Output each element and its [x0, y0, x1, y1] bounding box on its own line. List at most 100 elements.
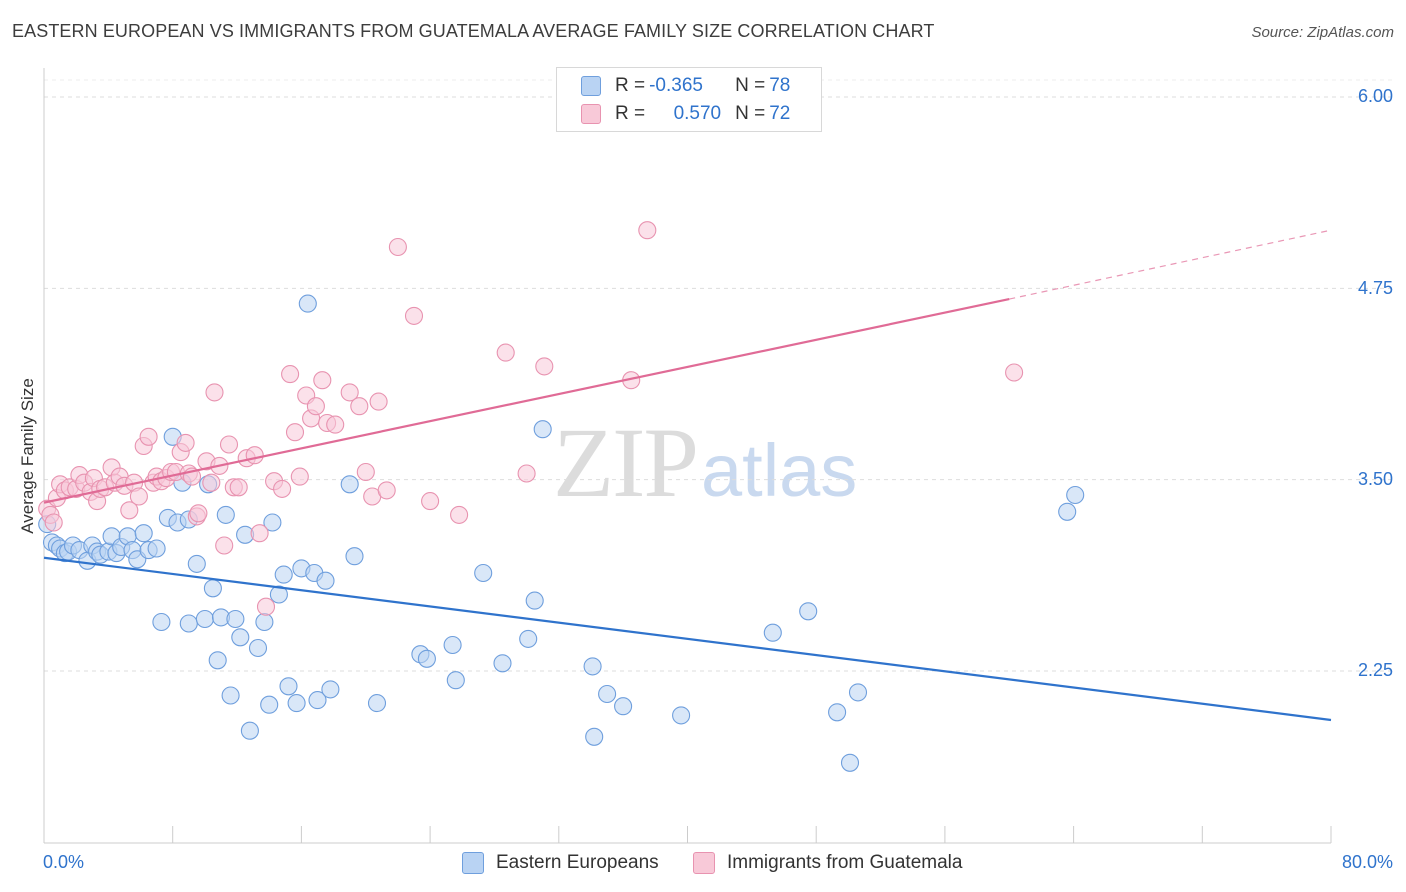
data-point	[598, 684, 617, 704]
trend-line-eastern-europeans	[43, 556, 1332, 722]
data-point	[308, 691, 327, 710]
data-point	[340, 383, 359, 402]
data-point	[450, 505, 469, 524]
data-point	[44, 513, 63, 532]
legend-swatch-blue	[581, 76, 601, 96]
trend-line-guatemala	[43, 297, 1010, 504]
data-point	[614, 697, 633, 716]
data-point	[279, 677, 298, 696]
data-point	[179, 614, 198, 633]
data-point	[321, 680, 340, 699]
legend-r-label: R =	[615, 103, 646, 124]
data-point	[446, 671, 465, 690]
data-point	[313, 371, 332, 390]
data-point	[356, 462, 375, 482]
y-tick-label: 6.00	[1357, 86, 1393, 106]
legend-row-blue: R = -0.365 N = 78	[581, 73, 790, 99]
data-point	[316, 571, 335, 590]
axes	[43, 68, 1332, 844]
data-point	[129, 487, 148, 506]
x-tick-label-min: 0.0%	[43, 852, 85, 872]
data-point	[248, 638, 268, 658]
data-point	[245, 446, 264, 465]
legend-item-eastern-europeans: Eastern Europeans	[462, 852, 659, 874]
data-point	[404, 306, 424, 325]
data-point	[533, 420, 552, 439]
legend-label: Immigrants from Guatemala	[727, 852, 963, 873]
data-point	[298, 294, 317, 313]
data-point	[326, 415, 345, 434]
data-point	[799, 602, 818, 621]
data-point	[369, 392, 388, 411]
data-point	[421, 492, 440, 511]
data-point	[517, 464, 536, 483]
data-point	[226, 609, 245, 629]
data-point	[1058, 502, 1077, 521]
data-point	[274, 565, 293, 584]
data-point	[120, 501, 139, 520]
data-point	[519, 629, 538, 648]
data-point	[1005, 363, 1024, 382]
series-legend: Eastern Europeans Immigrants from Guatem…	[0, 852, 1406, 876]
data-point	[221, 686, 240, 705]
data-point	[273, 479, 292, 498]
data-point	[139, 427, 158, 446]
data-point	[306, 397, 325, 416]
data-point	[287, 694, 306, 713]
y-axis-label: Average Family Size	[18, 378, 37, 534]
legend-n-value: 72	[769, 103, 791, 124]
y-tick-label: 2.25	[1357, 660, 1393, 680]
data-point	[263, 513, 282, 532]
data-point	[269, 585, 288, 604]
data-point	[231, 628, 250, 647]
data-point	[493, 654, 512, 673]
data-point	[443, 635, 462, 655]
data-point	[340, 475, 359, 494]
trend-line-guatemala-extension	[1009, 229, 1332, 300]
data-point	[205, 383, 224, 402]
y-tick-label: 3.50	[1357, 469, 1393, 489]
data-point	[840, 753, 860, 772]
data-point	[203, 579, 222, 598]
data-point	[350, 397, 369, 416]
correlation-legend: R = -0.365 N = 78 R = 0.570 N = 72	[556, 67, 822, 132]
trend-lines	[43, 229, 1332, 722]
data-point	[672, 706, 691, 725]
series-immigrants-guatemala	[38, 221, 1024, 616]
data-point	[585, 727, 604, 746]
data-point	[496, 343, 515, 362]
data-point	[187, 554, 206, 573]
series-eastern-europeans	[38, 294, 1085, 772]
data-point	[345, 547, 364, 566]
source-label: Source: ZipAtlas.com	[1251, 24, 1394, 41]
data-point	[134, 524, 153, 543]
legend-swatch-blue	[462, 852, 484, 874]
data-point	[583, 657, 602, 676]
data-point	[195, 609, 214, 629]
data-point	[638, 221, 657, 240]
data-point	[763, 623, 782, 642]
legend-r-value: -0.365	[649, 75, 703, 96]
x-tick-label-max: 80.0%	[1341, 852, 1393, 872]
data-point	[367, 694, 387, 713]
data-point	[215, 536, 234, 555]
data-point	[388, 237, 407, 257]
data-point	[202, 473, 221, 492]
legend-swatch-pink	[693, 852, 715, 874]
data-point	[285, 423, 305, 442]
data-point	[290, 467, 309, 486]
data-point	[250, 524, 269, 543]
data-point	[260, 695, 279, 714]
legend-n-label: N =	[735, 103, 766, 124]
data-point	[240, 721, 259, 740]
y-tick-label: 4.75	[1357, 278, 1393, 298]
data-point	[255, 612, 274, 632]
chart-title: EASTERN EUROPEAN VS IMMIGRANTS FROM GUAT…	[12, 21, 935, 41]
legend-n-value: 78	[769, 75, 791, 96]
data-point	[377, 481, 396, 500]
data-point	[474, 563, 493, 583]
data-point	[147, 539, 166, 558]
data-point	[281, 365, 300, 384]
data-point	[828, 703, 847, 722]
